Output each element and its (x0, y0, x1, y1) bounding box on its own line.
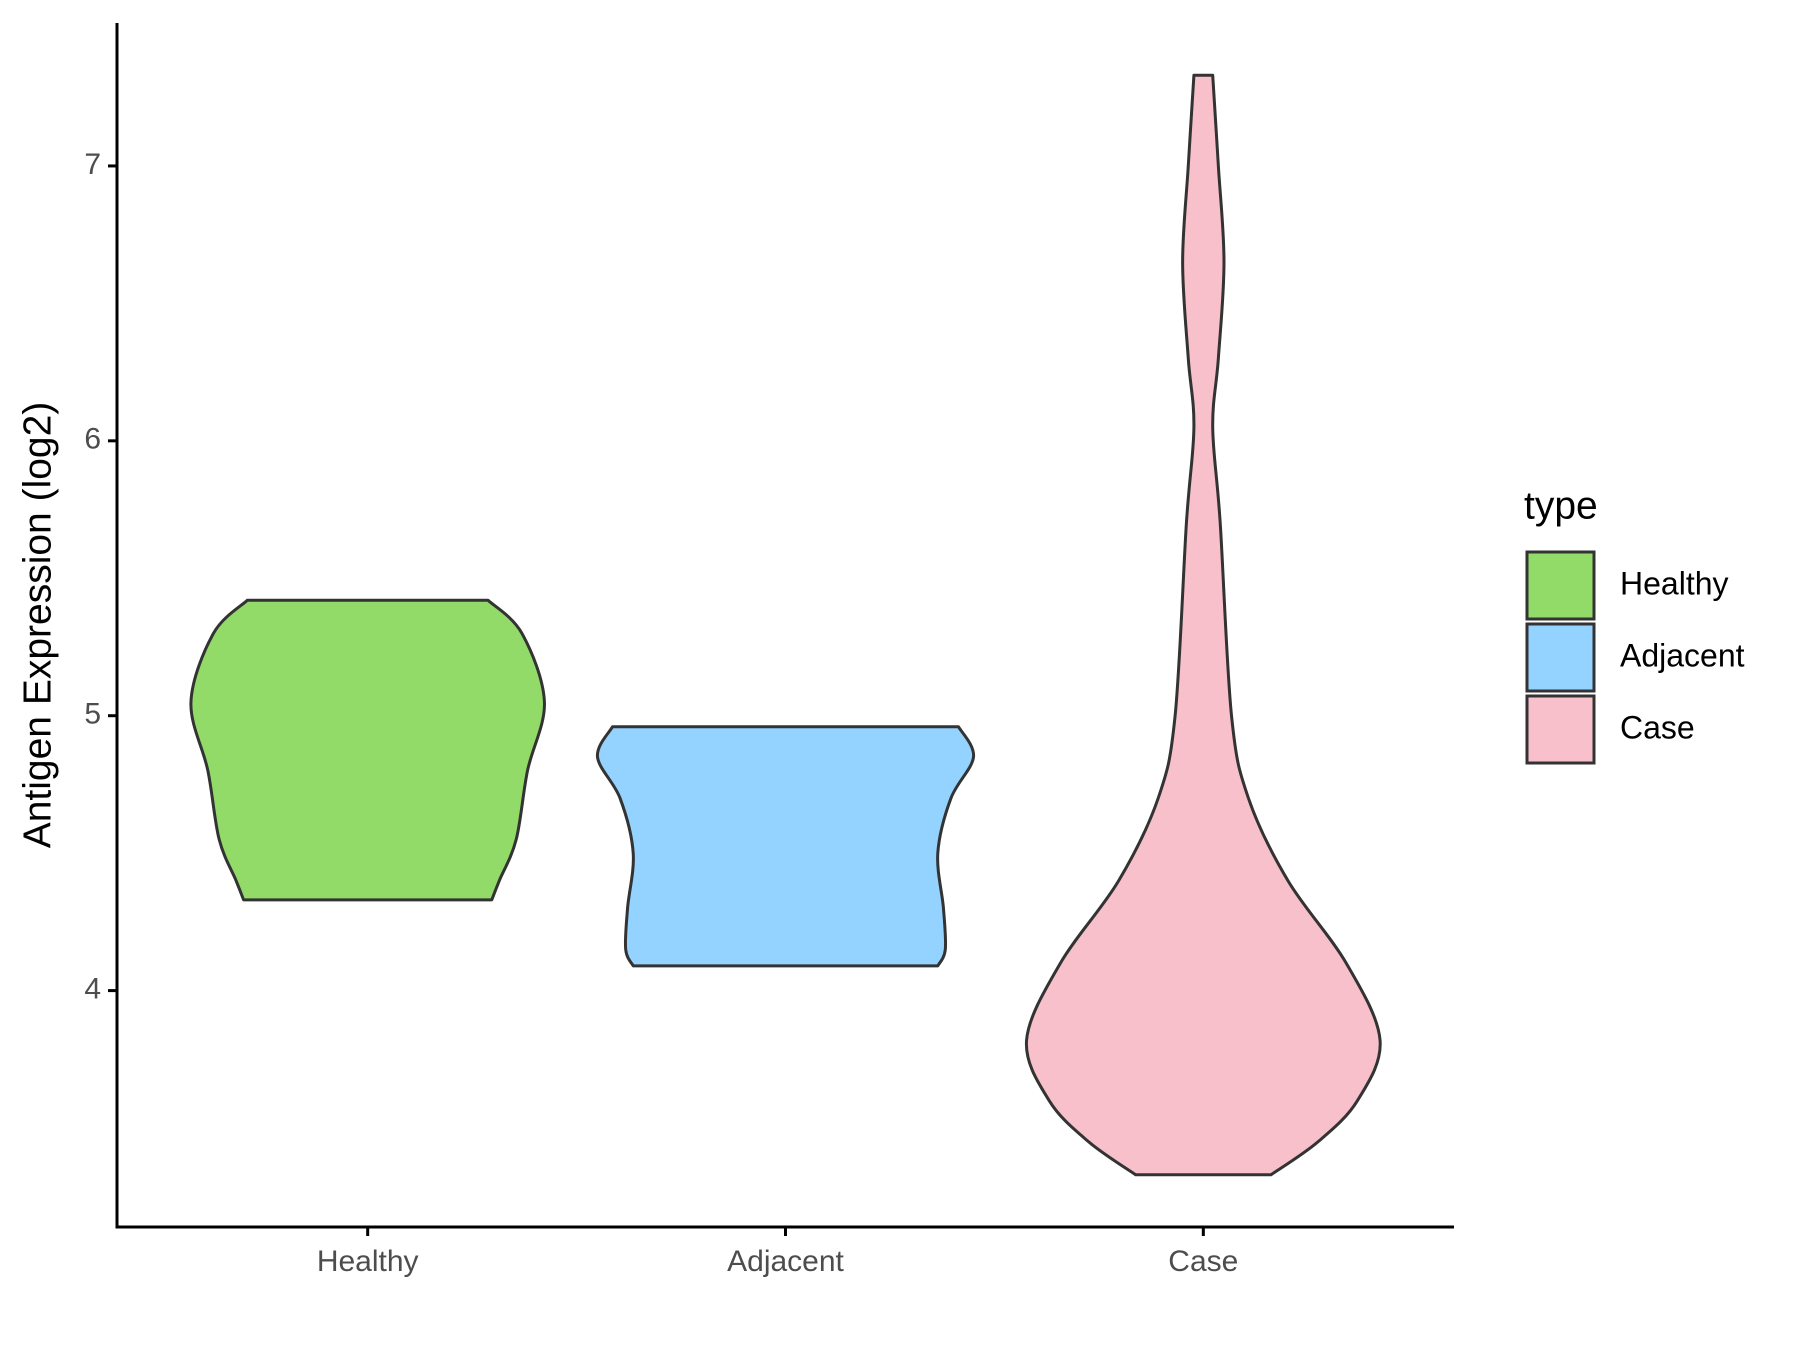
y-tick-label: 7 (84, 148, 101, 181)
legend-label: Case (1620, 709, 1695, 745)
x-tick-label: Adjacent (727, 1245, 844, 1278)
y-tick-label: 4 (84, 973, 101, 1006)
violin (189, 598, 546, 902)
legend-label: Adjacent (1620, 637, 1745, 673)
legend-title: type (1524, 484, 1598, 527)
legend-key (1525, 694, 1596, 765)
violin (595, 725, 976, 968)
x-tick-label: Case (1168, 1245, 1238, 1278)
y-tick-label: 6 (84, 423, 101, 456)
violin (1025, 73, 1382, 1177)
legend-key (1525, 622, 1596, 693)
y-tick-label: 5 (84, 698, 101, 731)
y-axis-title: Antigen Expression (log2) (16, 402, 59, 849)
x-tick-label: Healthy (317, 1245, 419, 1278)
legend-key (1525, 550, 1596, 621)
legend-label: Healthy (1620, 565, 1729, 601)
